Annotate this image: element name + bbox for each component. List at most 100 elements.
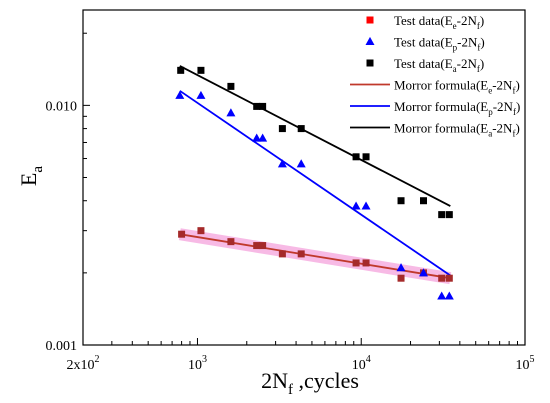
x-tick-label-base: 10	[352, 358, 366, 373]
legend-label-part: a	[488, 129, 492, 139]
legend-label-part: a	[453, 64, 457, 74]
legend-marker	[366, 16, 374, 24]
x-axis-label-main: 2N	[261, 368, 288, 393]
data-point-a	[253, 102, 261, 110]
x-ticks-layer: 2x102 103 104 105	[67, 338, 535, 373]
data-point-e	[297, 250, 305, 258]
legend-entry-formula-e: Morror formula(Ee-2Nf)	[350, 78, 520, 96]
data-point-p	[252, 133, 262, 142]
legend-label-part: )	[480, 13, 484, 28]
data-point-e	[352, 259, 360, 267]
data-point-e	[362, 259, 370, 267]
data-point-e	[178, 230, 186, 238]
legend-label-part: -2N	[492, 121, 513, 136]
data-point-p	[277, 159, 287, 168]
data-point-a	[362, 153, 370, 161]
data-point-p	[196, 90, 206, 99]
legend-label-part: -2N	[457, 35, 478, 50]
data-point-a	[419, 197, 427, 205]
data-point-a	[397, 197, 405, 205]
legend-label-part: f	[513, 107, 516, 117]
data-point-a	[259, 102, 267, 110]
data-point-e	[197, 227, 205, 235]
legend-marker	[365, 36, 375, 45]
x-tick-label-exp: 2	[95, 354, 100, 365]
x-tick-label: 104	[352, 354, 371, 373]
data-point-p	[175, 90, 185, 99]
legend-label-part: Morror formula(E	[394, 99, 488, 114]
x-tick-label-base: 2x10	[67, 358, 95, 373]
data-points-layer	[175, 66, 454, 300]
legend-label-part: e	[453, 21, 457, 31]
fit-line-p	[179, 90, 451, 277]
data-point-a	[445, 211, 453, 219]
legend-label-part: e	[488, 86, 492, 96]
legend-label-part: f	[512, 129, 515, 139]
legend-label-part: Test data(E	[394, 13, 453, 28]
data-point-p	[296, 159, 306, 168]
data-point-a	[227, 82, 235, 90]
legend: Test data(Ee-2Nf)Test data(Ep-2Nf)Test d…	[350, 13, 520, 139]
fit-line-a	[179, 65, 451, 207]
y-axis-label-sub: a	[30, 166, 46, 173]
legend-entry-formula-p: Morror formula(Ep-2Nf)	[350, 99, 520, 117]
legend-label-part: f	[477, 43, 480, 53]
x-axis-label-sub: f	[288, 382, 293, 398]
legend-label-part: p	[488, 107, 493, 117]
x-axis-label-rest: ,cycles	[293, 368, 359, 393]
data-point-p	[361, 201, 371, 210]
data-point-a	[278, 125, 286, 133]
legend-label-part: )	[515, 121, 519, 136]
data-point-e	[278, 250, 286, 258]
legend-entry-test-e: Test data(Ee-2Nf)	[366, 13, 484, 31]
data-point-p	[418, 268, 428, 277]
data-point-a	[438, 211, 446, 219]
legend-label-part: f	[477, 64, 480, 74]
legend-label-part: -2N	[457, 56, 478, 71]
data-point-a	[352, 153, 360, 161]
legend-label-part: )	[516, 99, 520, 114]
y-axis-label: Ea	[16, 166, 46, 186]
legend-label-part: Test data(E	[394, 35, 453, 50]
data-point-p	[396, 263, 406, 272]
x-tick-label: 105	[516, 354, 535, 373]
data-point-p	[258, 133, 268, 142]
data-point-p	[226, 108, 236, 117]
data-point-e	[227, 238, 235, 246]
data-point-p	[444, 291, 454, 300]
data-point-e	[438, 274, 446, 282]
data-point-p	[437, 291, 447, 300]
legend-label: Morror formula(Ee-2Nf)	[394, 78, 520, 96]
legend-entry-test-a: Test data(Ea-2Nf)	[366, 56, 484, 74]
legend-label-part: )	[480, 56, 484, 71]
legend-marker	[366, 59, 374, 67]
data-point-e	[253, 242, 261, 250]
legend-label-part: Test data(E	[394, 56, 453, 71]
legend-label-part: -2N	[492, 78, 513, 93]
legend-label-part: Morror formula(E	[394, 121, 488, 136]
legend-label-part: )	[515, 78, 519, 93]
x-axis-label: 2Nf ,cycles	[261, 368, 359, 398]
y-tick-label: 0.010	[46, 99, 78, 114]
legend-label: Morror formula(Ea-2Nf)	[394, 121, 520, 139]
x-tick-label-exp: 4	[366, 354, 371, 365]
y-ticks-layer: 0.001 0.010	[46, 32, 90, 354]
legend-label: Test data(Ep-2Nf)	[394, 35, 485, 53]
legend-label: Test data(Ea-2Nf)	[394, 56, 484, 74]
legend-entry-test-p: Test data(Ep-2Nf)	[365, 35, 485, 53]
legend-label-part: -2N	[493, 99, 514, 114]
x-tick-label: 2x102	[67, 354, 100, 373]
legend-label-part: f	[477, 21, 480, 31]
x-tick-label: 103	[188, 354, 207, 373]
legend-label-part: f	[512, 86, 515, 96]
data-point-e	[445, 274, 453, 282]
legend-label-part: )	[480, 35, 484, 50]
legend-label: Test data(Ee-2Nf)	[394, 13, 484, 31]
data-point-e	[259, 242, 267, 250]
x-tick-label-base: 10	[516, 358, 530, 373]
legend-label: Morror formula(Ep-2Nf)	[394, 99, 520, 117]
x-tick-label-base: 10	[188, 358, 202, 373]
fit-line-e	[179, 233, 451, 280]
data-point-p	[351, 201, 361, 210]
